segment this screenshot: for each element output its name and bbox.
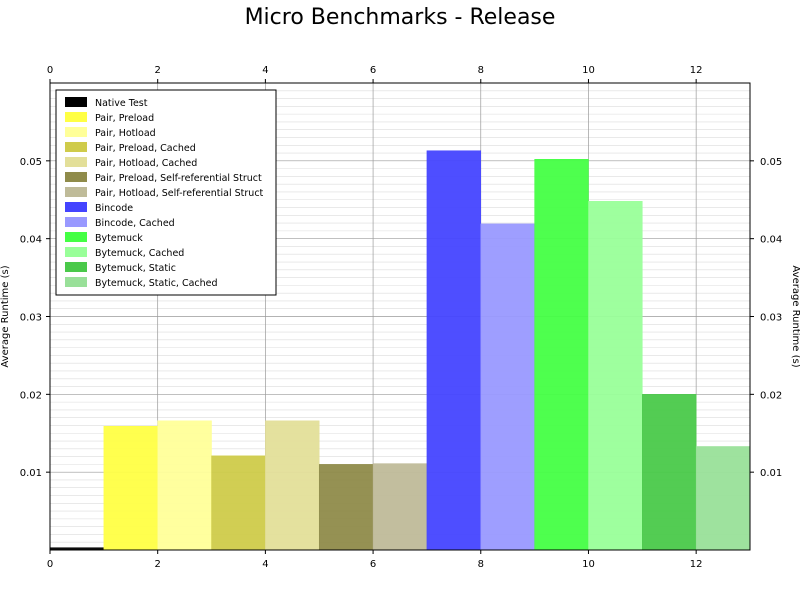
legend-swatch	[65, 277, 87, 287]
legend-item: Pair, Preload, Cached	[65, 142, 196, 154]
legend-item: Bytemuck, Static, Cached	[65, 277, 218, 289]
x-tick-label-top: 2	[155, 65, 161, 76]
legend-label: Bytemuck, Static, Cached	[95, 278, 218, 289]
x-tick-label: 12	[690, 559, 703, 570]
x-tick-label-top: 10	[582, 65, 595, 76]
y-tick-label: 0.02	[20, 390, 42, 401]
legend-label: Pair, Hotload, Cached	[95, 158, 197, 169]
legend-item: Bincode, Cached	[65, 217, 175, 229]
legend: Native Test Pair, Preload Pair, Hotload Pai…	[55, 89, 277, 296]
y-tick-label-right: 0.03	[760, 313, 782, 324]
legend-swatch	[65, 112, 87, 122]
x-tick-label: 0	[47, 559, 53, 570]
bar	[426, 150, 482, 551]
legend-label: Bincode	[95, 203, 133, 214]
x-tick-label: 6	[370, 559, 376, 570]
x-tick-label: 8	[478, 559, 484, 570]
legend-label: Pair, Preload, Self-referential Struct	[95, 173, 262, 184]
y-tick-label: 0.04	[20, 235, 42, 246]
legend-item: Bytemuck, Cached	[65, 247, 184, 259]
legend-item: Pair, Preload	[65, 112, 154, 124]
y-tick-label: 0.03	[20, 313, 42, 324]
legend-label: Pair, Preload	[95, 113, 154, 124]
bar	[372, 463, 428, 551]
axis-ticks: 0 0 2 2 4 4 6 6 8 8 10 10 12 12 0.01 0.01 0.02 0.02 0.03 0.…	[20, 65, 783, 570]
y-tick-label-right: 0.02	[760, 390, 782, 401]
x-tick-label-top: 4	[262, 65, 268, 76]
legend-label: Bytemuck	[95, 233, 143, 244]
legend-item: Pair, Hotload	[65, 127, 156, 139]
bar	[318, 464, 374, 551]
bar	[642, 394, 697, 551]
legend-label: Pair, Hotload, Self-referential Struct	[95, 188, 264, 199]
legend-swatch	[65, 127, 87, 137]
bar	[157, 420, 212, 551]
bar	[695, 446, 751, 551]
legend-label: Pair, Preload, Cached	[95, 143, 196, 154]
chart-title: Micro Benchmarks - Release	[245, 5, 556, 30]
x-tick-label-top: 0	[47, 65, 53, 76]
y-tick-label-right: 0.05	[760, 157, 782, 168]
bars	[49, 150, 751, 551]
legend-label: Bytemuck, Cached	[95, 248, 184, 259]
y-axis-label-right: Average Runtime (s)	[790, 265, 800, 367]
legend-item: Pair, Preload, Self-referential Struct	[65, 172, 262, 184]
legend-swatch	[65, 262, 87, 272]
y-axis-label-left: Average Runtime (s)	[0, 265, 11, 367]
y-tick-label: 0.05	[20, 157, 42, 168]
legend-swatch	[65, 202, 87, 212]
y-tick-label-right: 0.04	[760, 235, 782, 246]
legend-item: Pair, Hotload, Self-referential Struct	[65, 187, 264, 199]
legend-swatch	[65, 217, 87, 227]
legend-item: Bincode	[65, 202, 133, 214]
x-tick-label-top: 12	[690, 65, 703, 76]
legend-swatch	[65, 157, 87, 167]
bar	[265, 420, 320, 551]
legend-label: Bytemuck, Static	[95, 263, 176, 274]
legend-swatch	[65, 142, 87, 152]
legend-label: Native Test	[95, 98, 148, 109]
legend-swatch	[65, 97, 87, 107]
legend-item: Bytemuck, Static	[65, 262, 176, 274]
legend-item: Bytemuck	[65, 232, 143, 244]
legend-swatch	[65, 187, 87, 197]
legend-label: Bincode, Cached	[95, 218, 175, 229]
x-tick-label: 2	[155, 559, 161, 570]
x-tick-label-top: 6	[370, 65, 376, 76]
bar	[534, 159, 589, 551]
x-tick-label-top: 8	[478, 65, 484, 76]
legend-item: Native Test	[65, 97, 148, 109]
x-tick-label: 10	[582, 559, 595, 570]
bar	[211, 455, 266, 551]
legend-swatch	[65, 232, 87, 242]
y-tick-label: 0.01	[20, 468, 42, 479]
legend-box	[55, 89, 277, 296]
y-tick-label-right: 0.01	[760, 468, 782, 479]
legend-swatch	[65, 172, 87, 182]
legend-label: Pair, Hotload	[95, 128, 156, 139]
bar	[588, 201, 643, 551]
bar	[480, 223, 535, 551]
legend-swatch	[65, 247, 87, 257]
bar	[103, 425, 158, 551]
x-tick-label: 4	[262, 559, 268, 570]
legend-item: Pair, Hotload, Cached	[65, 157, 197, 169]
